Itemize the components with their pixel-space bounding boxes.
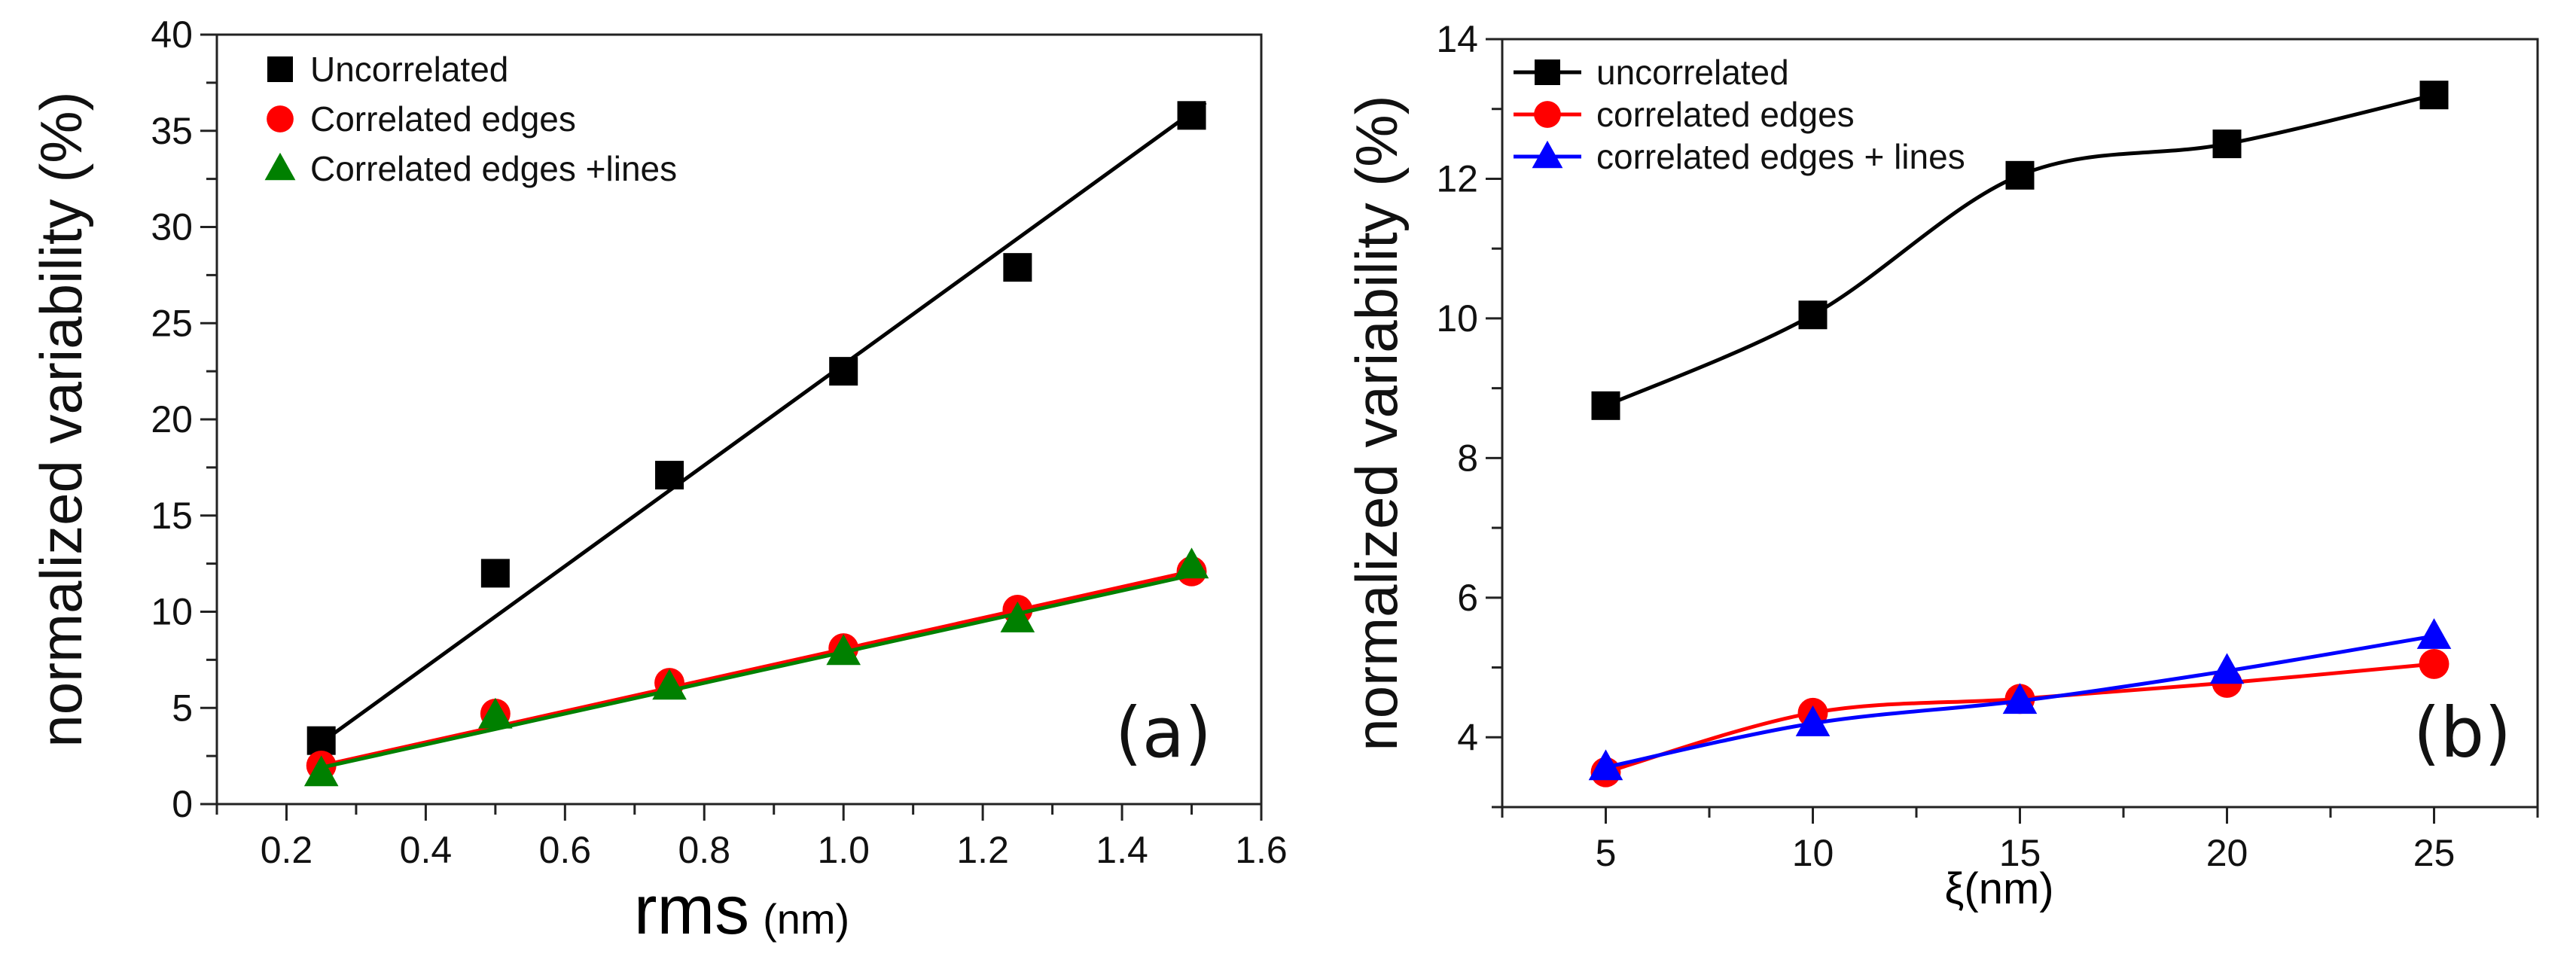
data-point (478, 697, 513, 729)
data-point (2419, 81, 2449, 110)
panel-a-chart: 0.2 0.4 0.6 0.8 1.0 1.2 1.4 1.6 0 5 10 15 20 25 30 35 40… (28, 14, 1288, 949)
panel-label: (a) (1115, 693, 1212, 773)
series-2 (303, 547, 1209, 787)
data-point (1798, 300, 1828, 330)
series-line (1605, 662, 2434, 775)
data-point (2209, 653, 2245, 684)
x-tick-label: 25 (2413, 832, 2456, 874)
legend-marker (267, 105, 294, 133)
data-point (826, 634, 861, 666)
data-point (1174, 547, 1209, 579)
legend-label: Uncorrelated (310, 50, 508, 89)
data-point (2419, 648, 2449, 679)
y-tick-label: 30 (151, 206, 193, 248)
legend-label: correlated edges (1596, 95, 1855, 134)
y-axis-title: normalized variability (%) (1343, 95, 1410, 751)
series-0 (306, 101, 1207, 755)
y-tick-label: 35 (151, 110, 193, 152)
data-point (306, 726, 336, 755)
legend-label: correlated edges + lines (1596, 137, 1965, 176)
y-tick-label: 10 (1436, 297, 1478, 340)
x-tick-label: 0.4 (400, 829, 453, 871)
y-tick-label: 6 (1457, 577, 1478, 619)
legend-marker (1532, 140, 1563, 169)
y-tick-label: 8 (1457, 437, 1478, 479)
legend-label: Correlated edges +lines (310, 149, 677, 188)
series-2 (1588, 618, 2452, 781)
data-point (1000, 601, 1035, 632)
x-tick-label: 1.2 (956, 829, 1009, 871)
x-axis-title-main: rms (634, 872, 749, 949)
legend-label: Correlated edges (310, 99, 576, 139)
data-point (2416, 618, 2452, 649)
x-tick-label: 10 (1792, 832, 1834, 874)
y-tick-label: 25 (151, 302, 193, 344)
legend-label: uncorrelated (1596, 53, 1789, 92)
data-point (480, 559, 510, 588)
x-axis-title: rms (nm) (634, 872, 849, 949)
series-1 (1590, 648, 2449, 788)
panel-b-chart: 5 10 15 20 25 4 6 8 10 12 14 normalized variability… (1343, 18, 2539, 913)
data-point (1177, 101, 1206, 130)
y-tick-label: 14 (1436, 18, 1478, 60)
x-tick-label: 20 (2206, 832, 2248, 874)
data-point (1795, 705, 1831, 736)
x-tick-label: 15 (1999, 832, 2041, 874)
y-tick-label: 20 (151, 398, 193, 440)
data-point (2002, 683, 2038, 714)
legend-marker (1534, 101, 1561, 128)
x-axis-title-unit: (nm) (763, 895, 849, 943)
x-tick-label: 1.6 (1235, 829, 1288, 871)
y-axis-title: normalized variability (%) (28, 91, 94, 747)
y-tick-label: 15 (151, 495, 193, 537)
x-tick-label: 1.0 (817, 829, 870, 871)
fit-line (321, 566, 1206, 768)
fit-line (321, 570, 1206, 769)
panel-label: (b) (2413, 693, 2511, 773)
data-point (2212, 129, 2242, 159)
x-axis-title: ξ(nm) (1944, 864, 2053, 913)
legend-marker (267, 56, 293, 82)
fit-line (320, 101, 1207, 745)
y-tick-label: 4 (1457, 716, 1478, 758)
data-point (1003, 253, 1032, 282)
x-tick-label: 0.8 (678, 829, 731, 871)
y-tick-label: 40 (151, 14, 193, 56)
legend-marker (1535, 59, 1560, 85)
x-tick-label: 0.2 (261, 829, 313, 871)
data-point (829, 357, 858, 386)
data-point (652, 669, 687, 700)
series-1 (306, 556, 1207, 781)
data-point (1591, 391, 1620, 420)
y-tick-label: 10 (151, 591, 193, 633)
y-tick-label: 0 (172, 783, 193, 825)
x-tick-label: 5 (1596, 832, 1617, 874)
series-0 (1591, 81, 2449, 420)
data-point (2005, 160, 2035, 190)
x-tick-label: 0.6 (539, 829, 592, 871)
data-point (655, 461, 684, 490)
y-tick-label: 5 (172, 687, 193, 729)
legend-marker (264, 152, 296, 181)
y-tick-label: 12 (1436, 157, 1478, 200)
data-point (1588, 749, 1623, 781)
data-point (303, 755, 339, 787)
x-tick-label: 1.4 (1096, 829, 1148, 871)
